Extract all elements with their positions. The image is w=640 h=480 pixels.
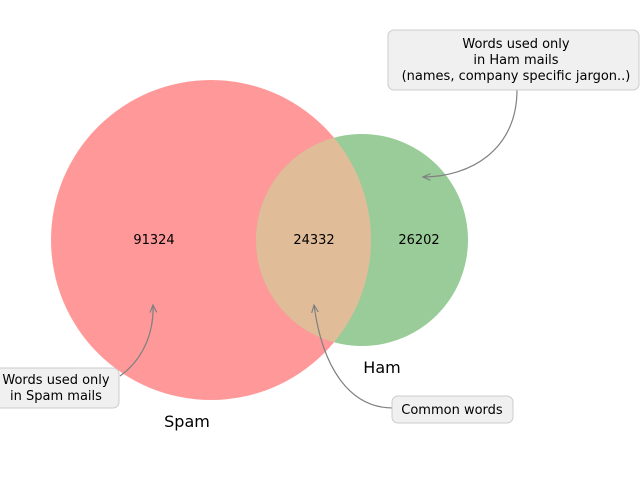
- common-arrow: [314, 305, 394, 409]
- spam-circle: [51, 80, 371, 400]
- ham-only-count: 26202: [398, 233, 439, 248]
- ham-only-note-line-1: Words used only: [462, 37, 570, 52]
- common-note-line-1: Common words: [401, 403, 503, 418]
- common-count: 24332: [293, 233, 334, 248]
- spam-only-note-line-1: Words used only: [2, 373, 110, 388]
- ham-only-note-line-3: (names, company specific jargon..): [402, 69, 631, 84]
- common-annotation: Common words: [391, 395, 514, 424]
- ham-only-arrow: [423, 89, 518, 177]
- spam-only-arrow: [119, 305, 153, 377]
- spam-only-note-line-2: in Spam mails: [10, 389, 102, 404]
- ham-set-label: Ham: [363, 358, 400, 377]
- spam-set-label: Spam: [164, 412, 210, 431]
- ham-only-note-line-2: in Ham mails: [473, 53, 558, 68]
- spam-only-annotation: Words used only in Spam mails: [0, 367, 120, 409]
- ham-only-annotation: Words used only in Ham mails (names, com…: [387, 29, 640, 91]
- overlap-region: [256, 134, 371, 346]
- spam-only-count: 91324: [133, 233, 174, 248]
